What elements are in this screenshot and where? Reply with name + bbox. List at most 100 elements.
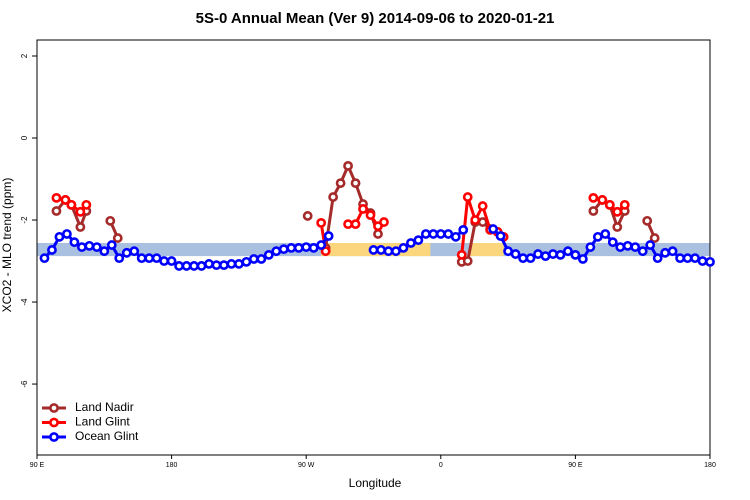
- data-point: [320, 246, 331, 257]
- data-point: [642, 215, 653, 226]
- legend-marker: [49, 403, 59, 413]
- data-point: [682, 253, 693, 264]
- data-point: [518, 253, 528, 264]
- data-point: [488, 224, 499, 234]
- chart-title: 5S-0 Annual Mean (Ver 9) 2014-09-06 to 2…: [196, 10, 555, 27]
- x-axis-label: Longitude: [349, 476, 402, 490]
- data-point: [308, 243, 319, 253]
- data-point: [630, 242, 641, 252]
- data-point: [99, 246, 110, 257]
- data-point: [607, 237, 618, 248]
- data-point: [286, 243, 297, 253]
- y-tick-label: 0: [20, 135, 29, 140]
- x-tick-label: 180: [166, 462, 178, 469]
- data-point: [151, 253, 162, 264]
- data-point: [391, 246, 401, 257]
- data-point: [76, 242, 87, 252]
- data-point: [105, 215, 116, 226]
- legend-label: Land Nadir: [75, 400, 134, 414]
- data-point: [675, 253, 685, 264]
- data-point: [47, 245, 57, 255]
- data-point: [555, 249, 566, 260]
- y-axis-label: XCO2 - MLO trend (ppm): [0, 178, 14, 313]
- data-point: [660, 247, 671, 258]
- data-point: [563, 246, 573, 257]
- data-point: [622, 240, 633, 251]
- x-tick-label: 90 W: [298, 462, 315, 469]
- data-point: [248, 254, 259, 264]
- data-point: [60, 195, 71, 205]
- data-point: [323, 231, 334, 241]
- legend-label: Land Glint: [75, 415, 130, 429]
- data-point: [588, 206, 599, 216]
- data-point: [51, 206, 62, 216]
- data-point: [350, 178, 361, 189]
- data-point: [570, 249, 581, 260]
- data-point: [619, 199, 630, 210]
- data-point: [121, 247, 132, 258]
- data-point: [456, 249, 467, 260]
- x-tick-label: 90 E: [30, 462, 45, 469]
- data-point: [263, 249, 274, 260]
- data-point: [91, 242, 102, 252]
- data-point: [189, 261, 199, 271]
- data-point: [343, 219, 353, 230]
- data-point: [697, 256, 708, 266]
- data-point: [383, 246, 394, 257]
- data-point: [405, 238, 416, 248]
- data-point: [645, 240, 656, 250]
- data-point: [69, 237, 80, 248]
- data-point: [533, 249, 543, 259]
- data-point: [365, 210, 376, 221]
- data-point: [667, 246, 678, 257]
- y-tick-label: -6: [20, 380, 29, 388]
- data-point: [398, 243, 409, 253]
- data-point: [112, 233, 123, 243]
- data-point: [612, 206, 623, 217]
- data-point: [413, 235, 424, 246]
- data-point: [181, 261, 192, 271]
- data-point: [705, 256, 715, 267]
- data-point: [233, 259, 244, 269]
- data-point: [585, 242, 596, 252]
- data-point: [302, 211, 313, 221]
- data-point: [588, 192, 599, 203]
- data-point: [301, 242, 312, 252]
- data-point: [51, 192, 62, 203]
- data-point: [136, 253, 147, 264]
- data-point: [690, 253, 700, 264]
- data-point: [75, 206, 86, 217]
- data-point: [196, 261, 207, 271]
- highlight-range: [469, 242, 504, 257]
- y-tick-label: -2: [20, 216, 29, 224]
- data-point: [316, 240, 327, 250]
- data-point: [166, 256, 177, 266]
- data-point: [597, 195, 608, 205]
- data-point: [428, 229, 439, 239]
- data-point: [477, 217, 488, 227]
- data-point: [144, 253, 155, 264]
- legend-marker: [49, 432, 59, 442]
- data-point: [226, 259, 237, 269]
- data-point: [271, 246, 282, 257]
- data-point: [470, 215, 481, 225]
- data-point: [328, 192, 339, 202]
- data-point: [358, 204, 368, 214]
- data-point: [219, 260, 229, 271]
- data-point: [443, 229, 454, 239]
- data-point: [129, 246, 140, 257]
- data-point: [495, 231, 506, 241]
- data-point: [114, 253, 125, 264]
- data-point: [652, 253, 663, 264]
- data-point: [540, 251, 551, 262]
- data-point: [106, 240, 117, 250]
- plot-frame: [36, 39, 711, 456]
- data-point: [379, 217, 389, 227]
- data-point: [373, 229, 383, 239]
- data-point: [39, 253, 50, 264]
- data-point: [241, 256, 252, 267]
- data-point: [211, 260, 222, 271]
- data-point: [600, 229, 611, 239]
- data-point: [343, 160, 353, 171]
